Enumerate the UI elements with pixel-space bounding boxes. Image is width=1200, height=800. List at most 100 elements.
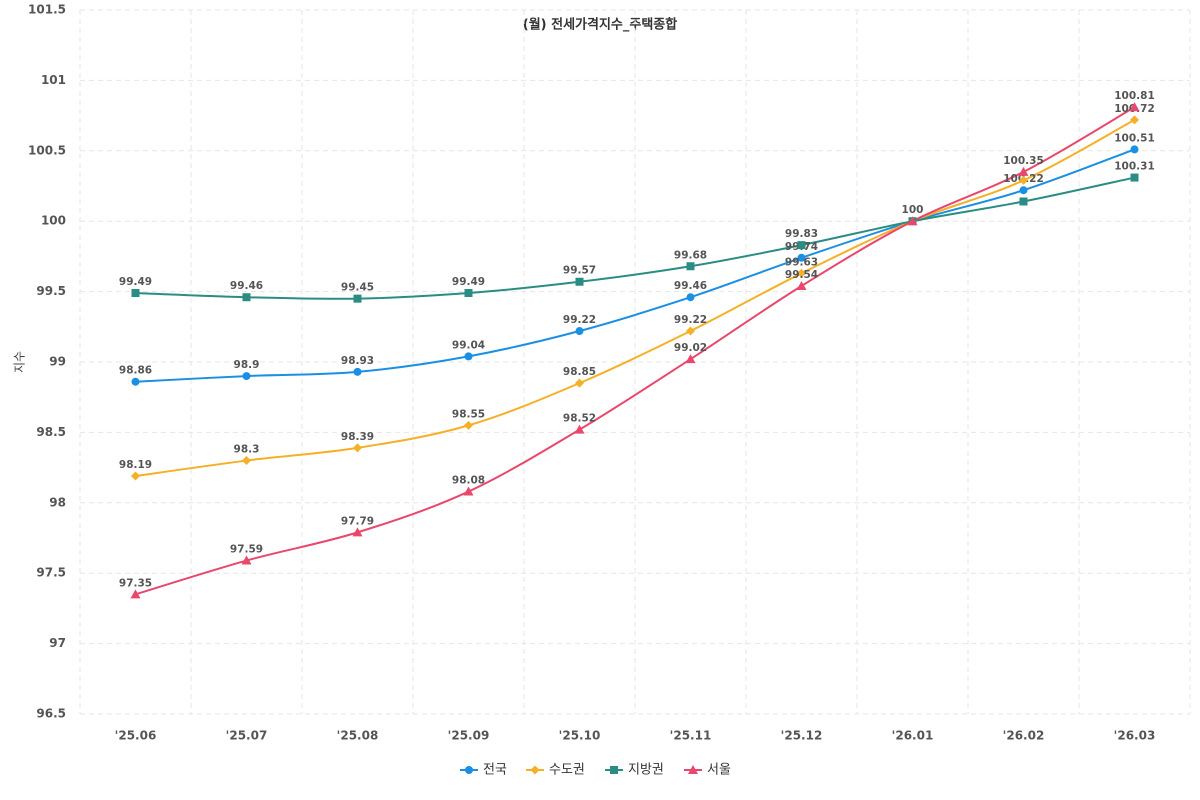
marker — [610, 766, 618, 774]
marker — [686, 326, 695, 336]
x-tick-label: '25.07 — [226, 729, 268, 743]
marker — [463, 486, 474, 496]
marker — [575, 327, 584, 336]
series-line — [135, 176, 1135, 300]
y-tick-label: 99 — [49, 355, 66, 369]
marker — [241, 555, 252, 565]
data-label: 99.22 — [674, 314, 707, 326]
y-tick-label: 98 — [49, 495, 66, 509]
data-label: 99.46 — [230, 280, 263, 292]
data-label: 100.81 — [1114, 90, 1155, 102]
marker — [797, 268, 806, 278]
data-label: 97.59 — [230, 544, 263, 556]
data-label: 99.45 — [341, 282, 374, 294]
x-tick-label: '25.09 — [448, 729, 490, 743]
marker — [797, 241, 806, 250]
marker — [131, 471, 140, 481]
marker — [574, 424, 585, 434]
data-label: 99.49 — [119, 276, 152, 288]
x-tick-label: '25.10 — [559, 729, 601, 743]
marker — [686, 293, 695, 302]
data-label: 98.52 — [563, 413, 596, 425]
legend-label: 수도권 — [549, 763, 585, 778]
data-label: 98.93 — [341, 355, 374, 367]
data-label: 97.35 — [119, 577, 152, 589]
series-line — [135, 106, 1136, 596]
marker — [686, 262, 695, 271]
marker — [353, 294, 362, 303]
x-tick-label: '25.11 — [670, 729, 712, 743]
data-label: 99.22 — [563, 314, 596, 326]
marker — [1130, 145, 1139, 154]
data-label: 98.3 — [234, 444, 260, 456]
marker — [575, 378, 584, 388]
marker — [242, 293, 251, 302]
marker — [353, 367, 362, 376]
marker — [130, 589, 141, 599]
x-tick-label: '25.08 — [337, 729, 379, 743]
marker — [1130, 115, 1139, 125]
legend-label: 전국 — [483, 763, 507, 778]
marker — [1129, 102, 1140, 112]
y-tick-label: 101 — [41, 73, 66, 87]
x-tick-label: '26.02 — [1003, 729, 1045, 743]
marker — [131, 289, 140, 298]
y-tick-label: 99.5 — [36, 284, 66, 298]
y-axis-label: 지수 — [13, 351, 27, 373]
marker — [464, 352, 473, 361]
x-tick-label: '26.01 — [892, 729, 934, 743]
data-label: 98.39 — [341, 431, 374, 443]
marker — [353, 443, 362, 453]
data-label: 99.57 — [563, 265, 596, 277]
data-label: 99.68 — [674, 249, 707, 261]
data-label: 99.83 — [785, 228, 818, 240]
data-label: 100.51 — [1114, 132, 1155, 144]
x-tick-label: '26.03 — [1114, 729, 1156, 743]
data-label: 97.79 — [341, 515, 374, 527]
y-tick-label: 101.5 — [28, 3, 66, 17]
marker — [797, 253, 806, 262]
marker — [688, 765, 698, 774]
y-tick-label: 98.5 — [36, 425, 66, 439]
data-label: 99.46 — [674, 280, 707, 292]
data-label: 98.9 — [234, 359, 260, 371]
data-label: 100.31 — [1114, 161, 1155, 173]
data-label: 99.04 — [452, 339, 485, 351]
marker — [1130, 173, 1139, 182]
data-label: 98.08 — [452, 475, 485, 487]
marker — [796, 280, 807, 290]
marker — [530, 765, 540, 775]
data-label: 98.85 — [563, 366, 596, 378]
data-label: 100.35 — [1003, 155, 1044, 167]
data-label: 99.63 — [785, 256, 818, 268]
marker — [131, 377, 140, 386]
data-label: 99.02 — [674, 342, 707, 354]
marker — [464, 289, 473, 298]
marker — [464, 420, 473, 430]
marker — [242, 372, 251, 381]
chart-title: (월) 전세가격지수_주택종합 — [523, 17, 678, 33]
y-tick-label: 97 — [49, 636, 66, 650]
marker — [352, 527, 363, 537]
marker — [242, 456, 251, 466]
series-line — [135, 118, 1135, 478]
legend-label: 서울 — [707, 763, 731, 778]
y-tick-label: 100.5 — [28, 143, 66, 157]
y-tick-label: 96.5 — [36, 707, 66, 721]
data-label: 98.86 — [119, 365, 152, 377]
marker — [1018, 166, 1029, 176]
data-label: 99.49 — [452, 276, 485, 288]
data-label: 98.19 — [119, 459, 152, 471]
data-label: 98.55 — [452, 408, 485, 420]
x-tick-label: '25.12 — [781, 729, 823, 743]
marker — [1019, 197, 1028, 206]
marker — [1019, 186, 1028, 195]
marker — [907, 216, 918, 226]
series-line — [135, 148, 1135, 383]
x-tick-label: '25.06 — [115, 729, 157, 743]
legend-label: 지방권 — [628, 763, 664, 778]
y-tick-label: 100 — [41, 214, 66, 228]
data-label: 100 — [902, 204, 924, 216]
